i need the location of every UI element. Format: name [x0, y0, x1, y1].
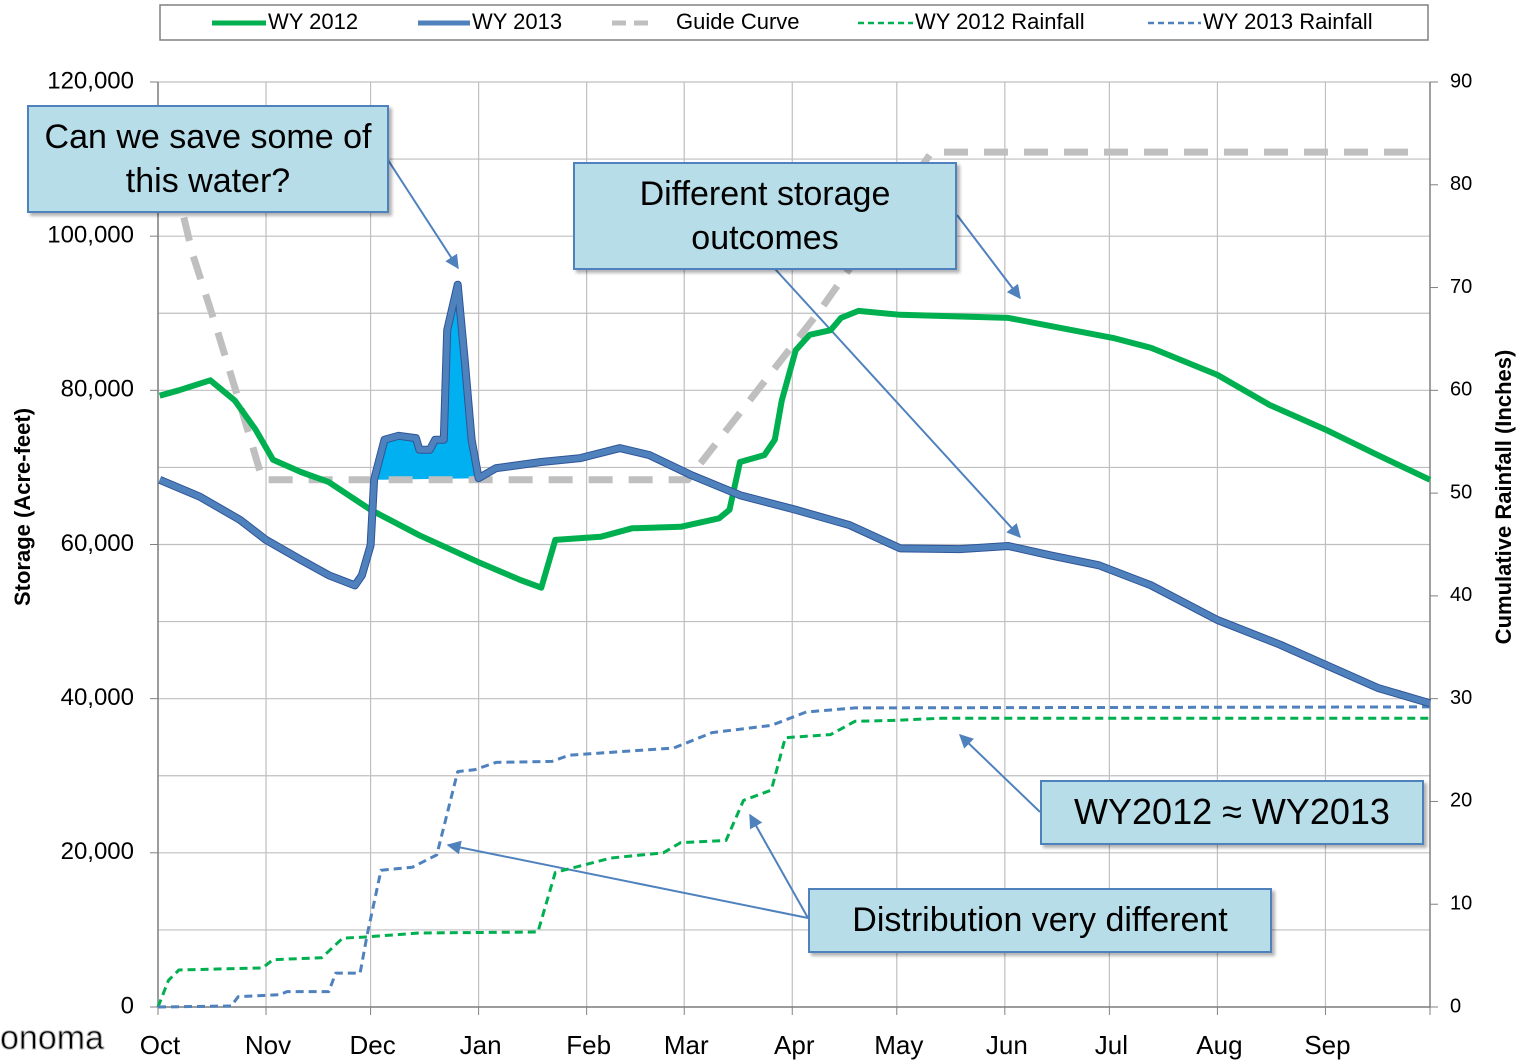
x-tick-label: Apr [774, 1030, 815, 1060]
x-tick-label: Mar [664, 1030, 709, 1060]
x-tick-label: Jan [460, 1030, 502, 1060]
y-tick-label: 40,000 [61, 684, 134, 711]
y-tick-label: 0 [121, 992, 134, 1019]
callout: Can we save some of this water? [27, 105, 389, 213]
x-tick-label: Jun [986, 1030, 1028, 1060]
y2-tick-label: 40 [1450, 584, 1472, 606]
legend-label: WY 2013 Rainfall [1203, 9, 1373, 34]
series-line [156, 716, 1430, 1008]
legend-label: WY 2012 Rainfall [915, 9, 1085, 34]
arrow [749, 813, 809, 919]
arrow [958, 734, 1041, 813]
excess-area [374, 284, 479, 480]
series-line [158, 307, 1432, 591]
series-line [157, 705, 1431, 1009]
callout: Distribution very different [808, 888, 1272, 953]
y-tick-label: 100,000 [47, 222, 134, 249]
x-tick-label: Feb [566, 1030, 611, 1060]
y-tick-label: 20,000 [61, 838, 134, 865]
callout: WY2012 ≈ WY2013 [1040, 780, 1424, 845]
y2-tick-label: 10 [1450, 893, 1472, 915]
arrow [956, 214, 1021, 300]
y2-tick-label: 50 [1450, 481, 1472, 503]
y2-tick-label: 90 [1450, 70, 1472, 92]
y2-tick-label: 70 [1450, 276, 1472, 298]
arrow [764, 257, 1021, 539]
y-tick-label: 60,000 [61, 530, 134, 557]
y-axis-title: Storage (Acre-feet) [10, 408, 35, 606]
y-tick-label: 80,000 [61, 376, 134, 403]
x-tick-label: Aug [1196, 1030, 1242, 1060]
x-tick-label: Sep [1304, 1030, 1350, 1060]
legend-label: Guide Curve [676, 9, 800, 34]
y2-tick-label: 60 [1450, 379, 1472, 401]
y2-tick-label: 80 [1450, 173, 1472, 195]
y2-tick-label: 0 [1450, 995, 1461, 1017]
watermark: onoma [0, 1019, 104, 1057]
x-tick-label: Dec [349, 1030, 395, 1060]
y-tick-label: 120,000 [47, 67, 134, 94]
x-tick-label: Oct [140, 1030, 181, 1060]
legend-label: WY 2012 [268, 9, 358, 34]
callout: Different storage outcomes [573, 162, 957, 270]
x-tick-label: May [874, 1030, 923, 1060]
legend-box [159, 4, 1429, 41]
y2-tick-label: 30 [1450, 687, 1472, 709]
arrow [446, 840, 809, 919]
legend-label: WY 2013 [472, 9, 562, 34]
arrow [387, 159, 459, 270]
x-tick-label: Nov [245, 1030, 291, 1060]
y2-tick-label: 20 [1450, 790, 1472, 812]
series-line [158, 281, 1431, 707]
x-tick-label: Jul [1095, 1030, 1128, 1060]
y2-axis-title: Cumulative Rainfall (Inches) [1491, 350, 1516, 645]
